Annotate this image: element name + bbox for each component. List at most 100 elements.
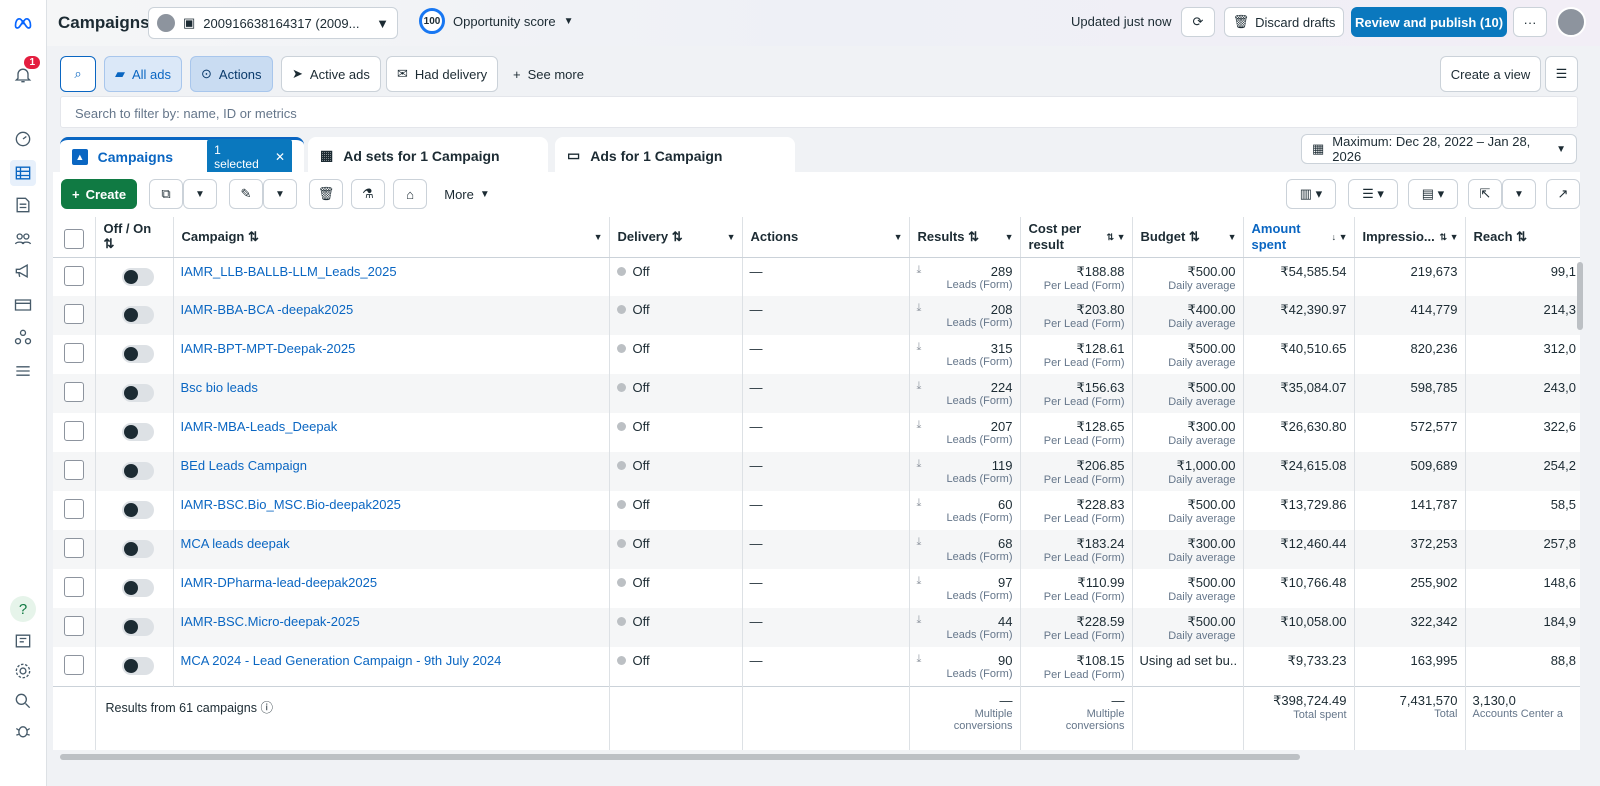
campaign-toggle[interactable] [121, 618, 154, 636]
campaign-name-link[interactable]: MCA leads deepak [180, 536, 290, 551]
opportunity-score[interactable]: 100 Opportunity score ▼ [419, 8, 574, 34]
row-toggle-cell[interactable] [95, 608, 174, 647]
row-toggle-cell[interactable] [95, 413, 174, 452]
row-select-cell[interactable] [53, 491, 96, 530]
row-checkbox[interactable] [63, 304, 84, 324]
campaign-toggle[interactable] [121, 540, 154, 558]
review-publish-button[interactable]: Review and publish (10) [1351, 7, 1507, 37]
select-all-checkbox[interactable] [63, 229, 84, 250]
selected-tag[interactable]: 1 selected ✕ [207, 139, 292, 175]
all-tools-menu-icon[interactable] [10, 358, 36, 384]
filter-all-ads[interactable]: ▰ All ads [104, 56, 183, 92]
row-checkbox[interactable] [63, 577, 84, 597]
chevron-down-icon[interactable]: ▼ [1227, 232, 1237, 242]
notifications-icon[interactable]: 1 [10, 56, 40, 88]
refresh-button[interactable]: ⟳ [1181, 7, 1215, 37]
charts-button[interactable]: ↗ [1546, 179, 1580, 209]
budget-value[interactable]: ₹500.00 [1187, 575, 1236, 590]
sort-desc-icon[interactable]: ↓ ▼ [1331, 232, 1348, 242]
more-actions-button[interactable]: More ▼ [437, 179, 497, 209]
create-view-button[interactable]: Create a view [1440, 56, 1541, 92]
col-actions[interactable]: Actions ▼ [742, 217, 910, 258]
budget-value[interactable]: ₹500.00 [1187, 380, 1236, 395]
row-toggle-cell[interactable] [95, 569, 174, 608]
col-budget[interactable]: Budget ⇅ ▼ [1132, 217, 1244, 258]
table-row[interactable]: IAMR_LLB-BALLB-LLM_Leads_2025 Off — ⤓ 289 Lea… [53, 257, 1580, 296]
tab-ad-sets[interactable]: ▦ Ad sets for 1 Campaign [308, 137, 548, 174]
row-select-cell[interactable] [53, 608, 96, 647]
budget-value[interactable]: Using ad set bu... [1139, 653, 1236, 668]
audiences-icon[interactable] [10, 226, 36, 252]
row-checkbox[interactable] [63, 538, 84, 558]
billing-card-icon[interactable] [10, 292, 36, 318]
campaign-toggle[interactable] [121, 501, 154, 519]
campaign-name-link[interactable]: IAMR-BSC.Micro-deepak-2025 [180, 614, 360, 629]
table-row[interactable]: Bsc bio leads Off — ⤓ 224 Leads (Form) ₹156.63… [53, 374, 1580, 413]
download-icon[interactable]: ⤓ [916, 302, 922, 314]
row-select-cell[interactable] [53, 257, 96, 296]
reports-button[interactable]: ▤ ▾ [1408, 179, 1458, 209]
columns-button[interactable]: ▥ ▾ [1286, 179, 1336, 209]
horizontal-scrollbar[interactable] [60, 754, 1300, 760]
table-row[interactable]: IAMR-DPharma-lead-deepak2025 Off — ⤓ 97 Leads… [53, 569, 1580, 608]
ad-account-selector[interactable]: ▣ 200916638164317 (2009... ▼ [148, 7, 398, 39]
table-row[interactable]: IAMR-BSC.Micro-deepak-2025 Off — ⤓ 44 Leads (… [53, 608, 1580, 647]
campaign-toggle[interactable] [121, 657, 154, 675]
campaign-toggle[interactable] [121, 423, 154, 441]
download-icon[interactable]: ⤓ [916, 263, 922, 276]
download-icon[interactable]: ⤓ [916, 419, 922, 431]
tag-button[interactable]: ⌂ [393, 179, 427, 209]
row-toggle-cell[interactable] [95, 257, 174, 296]
campaigns-table-icon[interactable] [10, 160, 36, 186]
edit-dropdown[interactable]: ▼ [263, 179, 297, 209]
date-range-picker[interactable]: ▦ Maximum: Dec 28, 2022 – Jan 28, 2026 ▼ [1301, 134, 1577, 164]
breakdown-button[interactable]: ☰ ▾ [1348, 179, 1398, 209]
row-select-cell[interactable] [53, 569, 96, 608]
budget-value[interactable]: ₹500.00 [1187, 614, 1236, 629]
reports-icon[interactable] [10, 192, 36, 218]
col-reach[interactable]: Reach ⇅ [1465, 217, 1576, 258]
download-icon[interactable]: ⤓ [916, 614, 922, 626]
row-checkbox[interactable] [63, 460, 84, 480]
campaign-name-link[interactable]: IAMR-DPharma-lead-deepak2025 [180, 575, 378, 590]
export-button[interactable]: ⇱ [1468, 179, 1502, 209]
chevron-down-icon[interactable]: ⇅ ▼ [1106, 232, 1126, 242]
table-row[interactable]: IAMR-BBA-BCA -deepak2025 Off — ⤓ 208 Leads (F… [53, 296, 1580, 335]
row-select-cell[interactable] [53, 413, 96, 452]
budget-value[interactable]: ₹300.00 [1187, 419, 1236, 434]
row-select-cell[interactable] [53, 530, 96, 569]
budget-value[interactable]: ₹500.00 [1187, 341, 1236, 356]
table-row[interactable]: IAMR-BSC.Bio_MSC.Bio-deepak2025 Off — ⤓ 60 Le… [53, 491, 1580, 530]
download-icon[interactable]: ⤓ [916, 341, 922, 353]
row-toggle-cell[interactable] [95, 647, 174, 686]
row-checkbox[interactable] [63, 616, 84, 636]
row-toggle-cell[interactable] [95, 491, 174, 530]
row-select-cell[interactable] [53, 335, 96, 374]
row-select-cell[interactable] [53, 374, 96, 413]
col-amount[interactable]: Amount spent ↓ ▼ [1243, 217, 1355, 258]
campaign-name-link[interactable]: Bsc bio leads [180, 380, 258, 395]
dashboard-icon[interactable] [10, 126, 36, 152]
download-icon[interactable]: ⤓ [916, 497, 922, 509]
col-delivery[interactable]: Delivery ⇅ ▼ [609, 217, 743, 258]
row-select-cell[interactable] [53, 296, 96, 335]
download-icon[interactable]: ⤓ [916, 380, 922, 392]
budget-value[interactable]: ₹500.00 [1187, 263, 1236, 279]
download-icon[interactable]: ⤓ [916, 458, 922, 470]
delete-button[interactable]: 🗑 [309, 179, 343, 209]
settings-gear-icon[interactable] [10, 658, 36, 684]
duplicate-button[interactable]: ⧉ [149, 179, 183, 209]
table-row[interactable]: MCA 2024 - Lead Generation Campaign - 9t… [53, 647, 1580, 686]
export-dropdown[interactable]: ▼ [1502, 179, 1536, 209]
chevron-down-icon[interactable]: ▼ [893, 232, 903, 242]
edit-button[interactable]: ✎ [229, 179, 263, 209]
budget-value[interactable]: ₹1,000.00 [1176, 458, 1236, 473]
row-select-cell[interactable] [53, 647, 96, 686]
row-checkbox[interactable] [63, 382, 84, 402]
col-campaign[interactable]: Campaign ⇅ ▼ [173, 217, 610, 258]
more-options-button[interactable]: ··· [1513, 7, 1547, 37]
campaign-toggle[interactable] [121, 267, 154, 286]
filter-active-ads[interactable]: ➤ Active ads [281, 56, 381, 92]
search-filter-input[interactable]: Search to filter by: name, ID or metrics [60, 96, 1578, 128]
campaign-name-link[interactable]: IAMR_LLB-BALLB-LLM_Leads_2025 [180, 263, 397, 279]
